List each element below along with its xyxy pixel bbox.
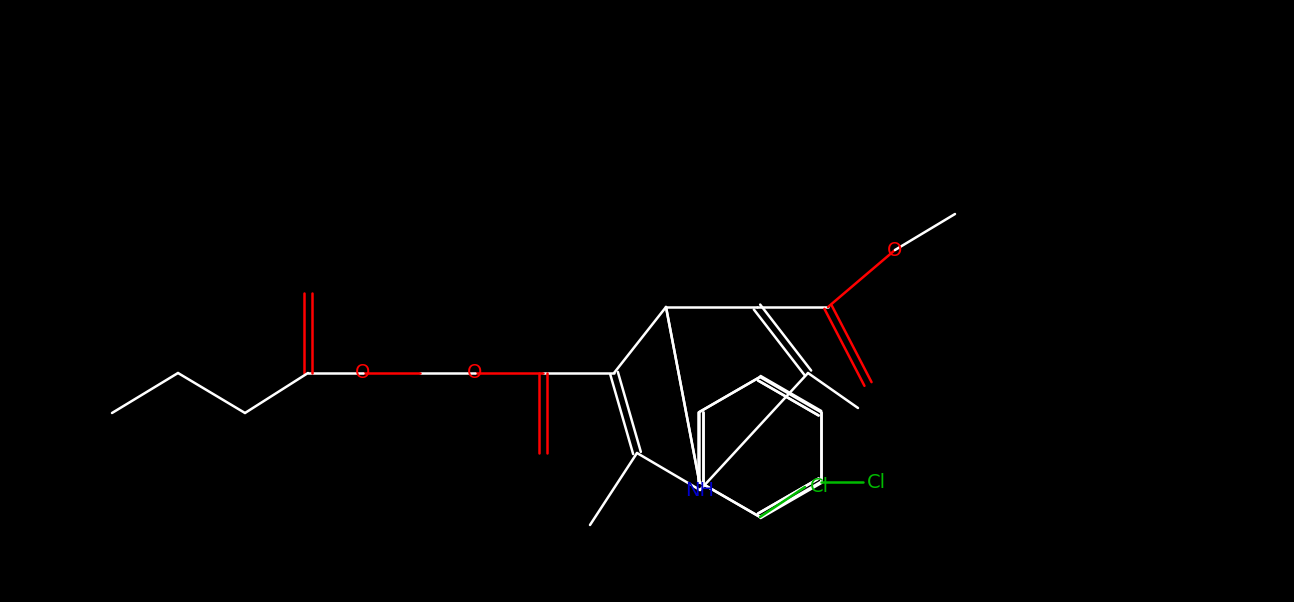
Text: Cl: Cl — [867, 473, 886, 491]
Text: O: O — [356, 364, 370, 382]
Text: O: O — [888, 241, 903, 259]
Text: Cl: Cl — [810, 477, 828, 497]
Text: NH: NH — [686, 480, 714, 500]
Text: O: O — [467, 364, 483, 382]
